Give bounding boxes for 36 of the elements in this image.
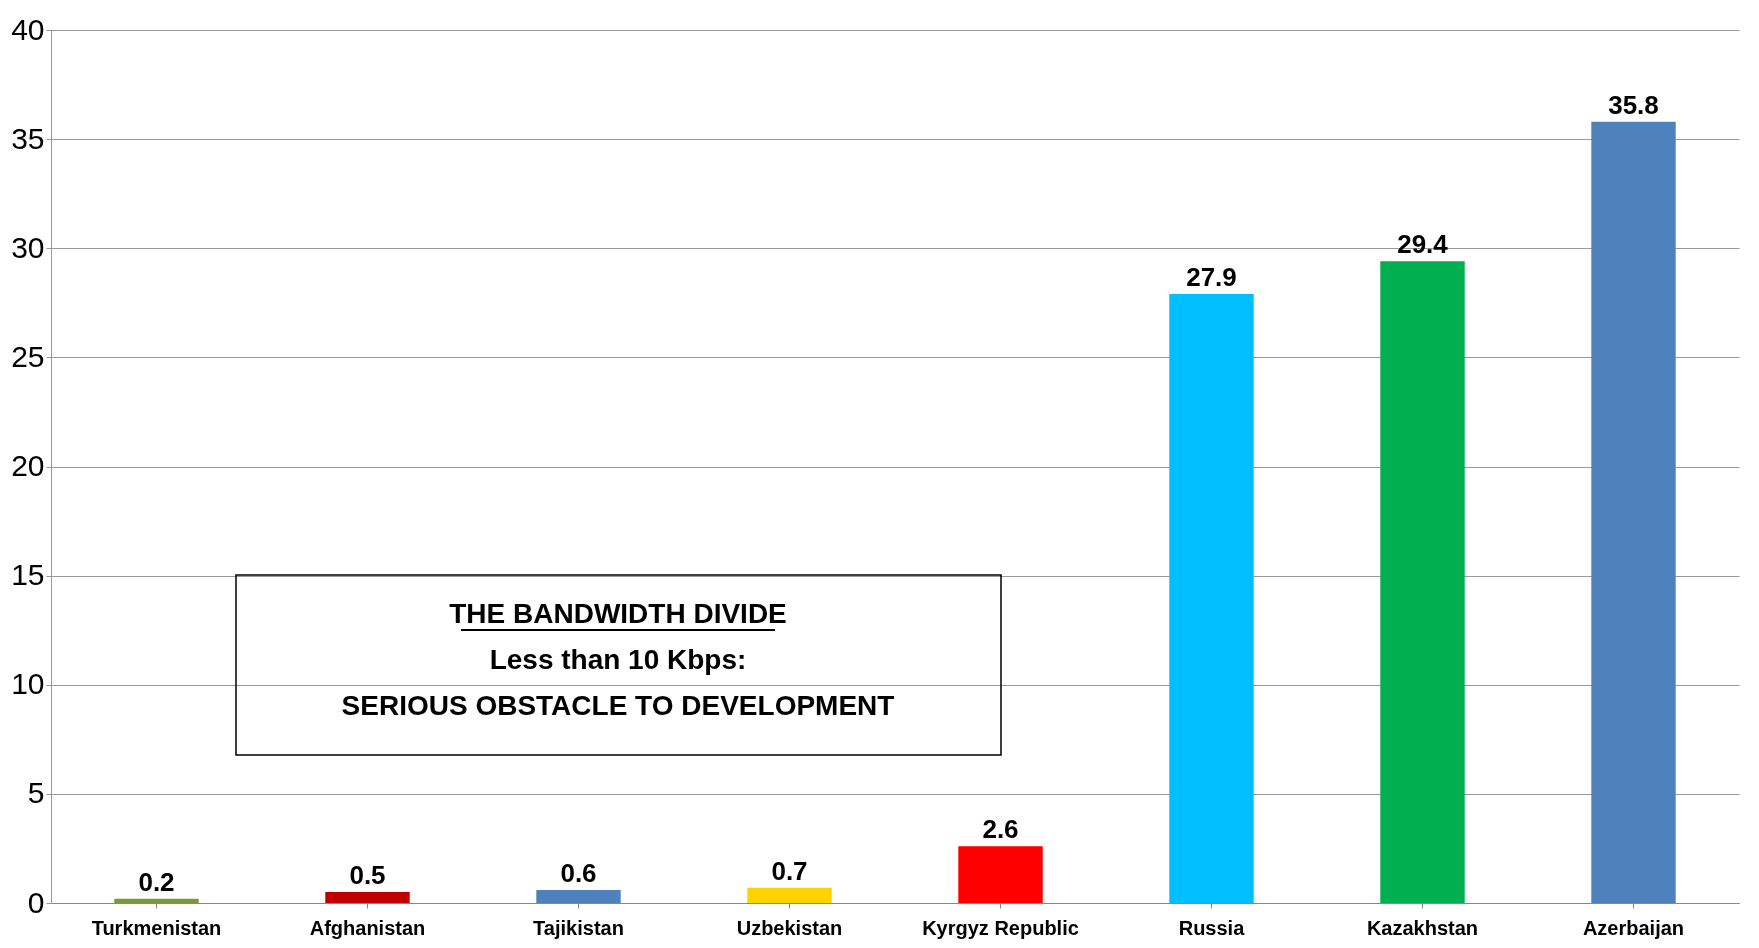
annotation: THE BANDWIDTH DIVIDE [449, 598, 787, 629]
bar [114, 898, 199, 903]
y-tick-label: 10 [11, 667, 45, 701]
data-label: 0.2 [138, 866, 175, 897]
y-tick-label: 0 [27, 885, 45, 919]
x-tick-label: Uzbekistan [736, 916, 843, 939]
data-label: 0.6 [560, 857, 597, 888]
bar [958, 846, 1043, 903]
data-label: 0.5 [349, 860, 386, 891]
y-tick-label: 40 [11, 12, 45, 46]
x-tick-label: Russia [1178, 916, 1246, 939]
y-tick-label: 25 [11, 339, 45, 373]
y-tick-label: 5 [27, 776, 45, 810]
data-label: 2.6 [982, 814, 1019, 845]
bar [747, 887, 832, 903]
x-tick-label: Afghanistan [309, 916, 426, 939]
y-tick-label: 30 [11, 230, 45, 264]
annotation: SERIOUS OBSTACLE TO DEVELOPMENT [341, 690, 895, 721]
bar [1380, 261, 1465, 903]
y-tick-label: 35 [11, 121, 45, 155]
bar [325, 892, 410, 903]
bar [1169, 294, 1254, 903]
annotation: Less than 10 Kbps: [489, 644, 747, 675]
data-label: 27.9 [1186, 262, 1237, 293]
data-label: 29.4 [1397, 229, 1449, 260]
x-tick-label: Azerbaijan [1582, 916, 1685, 939]
data-label: 35.8 [1608, 89, 1659, 120]
bar [536, 889, 621, 903]
bar [1591, 121, 1676, 903]
y-tick-label: 20 [11, 449, 45, 482]
x-tick-label: Kyrgyz Republic [922, 916, 1079, 939]
y-tick-label: 15 [11, 558, 45, 592]
x-tick-label: Tajikistan [533, 916, 624, 939]
x-tick-label: Kazakhstan [1366, 916, 1479, 939]
data-label: 0.7 [771, 855, 808, 886]
x-tick-label: Turkmenistan [91, 916, 222, 939]
